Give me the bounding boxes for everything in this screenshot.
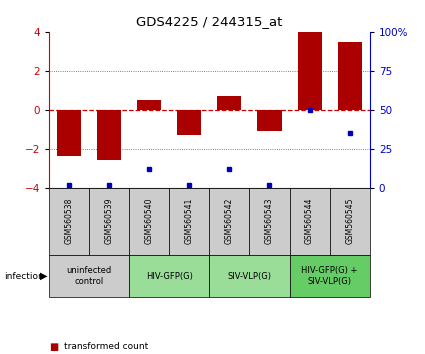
- Bar: [49, 255, 129, 297]
- Bar: [258, 110, 281, 131]
- Text: GSM560544: GSM560544: [305, 198, 314, 245]
- Text: GSM560543: GSM560543: [265, 198, 274, 245]
- Bar: [249, 188, 289, 255]
- Bar: [289, 188, 330, 255]
- Text: ■: ■: [49, 342, 58, 352]
- Text: GSM560545: GSM560545: [345, 198, 354, 245]
- Bar: [337, 42, 362, 110]
- Text: infection: infection: [4, 272, 44, 281]
- Bar: [330, 188, 370, 255]
- Bar: [129, 188, 169, 255]
- Text: GSM560540: GSM560540: [144, 198, 154, 245]
- Bar: [209, 188, 249, 255]
- Bar: [177, 110, 201, 135]
- Title: GDS4225 / 244315_at: GDS4225 / 244315_at: [136, 15, 283, 28]
- Text: GSM560541: GSM560541: [185, 198, 194, 245]
- Text: GSM560539: GSM560539: [105, 198, 113, 245]
- Bar: [97, 110, 121, 160]
- Text: ▶: ▶: [40, 271, 47, 281]
- Text: GSM560542: GSM560542: [225, 198, 234, 245]
- Bar: [289, 255, 370, 297]
- Text: HIV-GFP(G): HIV-GFP(G): [146, 272, 193, 281]
- Text: SIV-VLP(G): SIV-VLP(G): [227, 272, 272, 281]
- Bar: [49, 188, 89, 255]
- Bar: [209, 255, 289, 297]
- Bar: [57, 110, 81, 156]
- Text: transformed count: transformed count: [64, 342, 148, 352]
- Bar: [137, 100, 161, 110]
- Text: HIV-GFP(G) +
SIV-VLP(G): HIV-GFP(G) + SIV-VLP(G): [301, 267, 358, 286]
- Text: GSM560538: GSM560538: [65, 198, 74, 245]
- Bar: [129, 255, 209, 297]
- Text: uninfected
control: uninfected control: [66, 267, 112, 286]
- Bar: [169, 188, 209, 255]
- Bar: [217, 96, 241, 110]
- Bar: [298, 32, 322, 110]
- Bar: [89, 188, 129, 255]
